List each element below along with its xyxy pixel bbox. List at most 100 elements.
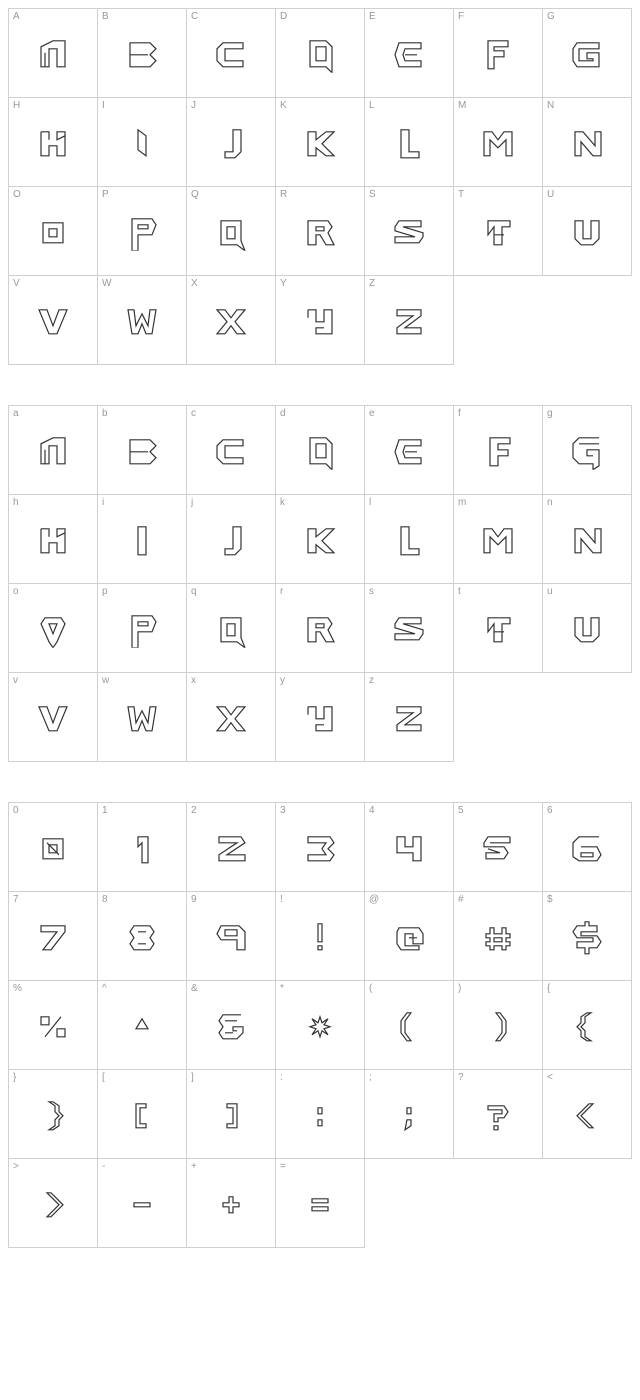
cell-label: l [369,498,371,508]
cell-label: ( [369,984,372,994]
cell-label: n [547,498,553,508]
cell-label: c [191,409,196,419]
glyph-cell: S [365,187,454,276]
glyph-cell: 0 [9,803,98,892]
glyph-cell: F [454,9,543,98]
glyph-cell: T [454,187,543,276]
glyph-cell: > [9,1159,98,1248]
cell-label: s [369,587,374,597]
glyph-cell: B [98,9,187,98]
glyph-cell: Z [365,276,454,365]
glyph-icon [300,701,340,737]
glyph-icon [389,304,429,340]
glyph-cell: G [543,9,632,98]
cell-label: 7 [13,895,19,905]
glyph-cell: Q [187,187,276,276]
glyph-cell: p [98,584,187,673]
glyph-cell: M [454,98,543,187]
glyph-icon [122,612,162,648]
glyph-icon [567,920,607,956]
cell-label: H [13,101,20,111]
glyph-cell: 3 [276,803,365,892]
glyph-icon [211,523,251,559]
glyph-icon [122,37,162,73]
glyph-icon [33,1098,73,1134]
glyph-icon [211,215,251,251]
glyph-icon [567,434,607,470]
glyph-cell: 6 [543,803,632,892]
glyph-icon [478,215,518,251]
glyph-icon [122,831,162,867]
section-uppercase: ABCDEFGHIJKLMNOPQRSTUVWXYZ [8,8,632,365]
cell-label: h [13,498,19,508]
cell-label: j [191,498,193,508]
glyph-icon [122,434,162,470]
section-symbols: 0123456789!@#$%^&*(){}[]:;?<>-+= [8,802,632,1248]
glyph-icon [211,434,251,470]
glyph-icon [300,304,340,340]
cell-label: [ [102,1073,105,1083]
glyph-cell: C [187,9,276,98]
glyph-cell: I [98,98,187,187]
glyph-cell: P [98,187,187,276]
glyph-icon [33,701,73,737]
glyph-icon [33,920,73,956]
glyph-icon [389,1009,429,1045]
glyph-icon [122,920,162,956]
glyph-cell: J [187,98,276,187]
glyph-icon [478,1009,518,1045]
glyph-cell: N [543,98,632,187]
glyph-cell: 2 [187,803,276,892]
glyph-icon [33,1187,73,1223]
glyph-icon [300,1098,340,1134]
cell-label: 0 [13,806,19,816]
glyph-cell: ; [365,1070,454,1159]
cell-label: M [458,101,466,111]
cell-label: z [369,676,374,686]
glyph-cell: O [9,187,98,276]
glyph-icon [478,831,518,867]
glyph-cell: h [9,495,98,584]
glyph-icon [211,1098,251,1134]
glyph-icon [567,831,607,867]
glyph-cell: - [98,1159,187,1248]
glyph-cell: j [187,495,276,584]
cell-label: # [458,895,464,905]
glyph-cell: Y [276,276,365,365]
glyph-icon [300,612,340,648]
glyph-cell: W [98,276,187,365]
glyph-cell: c [187,406,276,495]
glyph-cell: t [454,584,543,673]
cell-label: A [13,12,20,22]
cell-label: 6 [547,806,553,816]
glyph-cell: ^ [98,981,187,1070]
cell-label: L [369,101,375,111]
glyph-icon [211,612,251,648]
cell-label: > [13,1162,19,1172]
glyph-icon [567,1098,607,1134]
glyph-cell: ) [454,981,543,1070]
glyph-icon [389,1098,429,1134]
cell-label: i [102,498,104,508]
cell-label: d [280,409,286,419]
glyph-cell: 7 [9,892,98,981]
cell-label: 2 [191,806,197,816]
glyph-cell: * [276,981,365,1070]
cell-label: v [13,676,18,686]
cell-label: % [13,984,22,994]
glyph-icon [389,37,429,73]
cell-label: I [102,101,105,111]
glyph-cell: s [365,584,454,673]
glyph-icon [211,1009,251,1045]
cell-label: f [458,409,461,419]
glyph-cell: b [98,406,187,495]
cell-label: @ [369,895,379,905]
glyph-icon [122,1098,162,1134]
glyph-icon [33,434,73,470]
cell-label: Z [369,279,375,289]
glyph-cell: X [187,276,276,365]
glyph-cell: q [187,584,276,673]
cell-label: r [280,587,283,597]
glyph-icon [567,215,607,251]
cell-label: * [280,984,284,994]
